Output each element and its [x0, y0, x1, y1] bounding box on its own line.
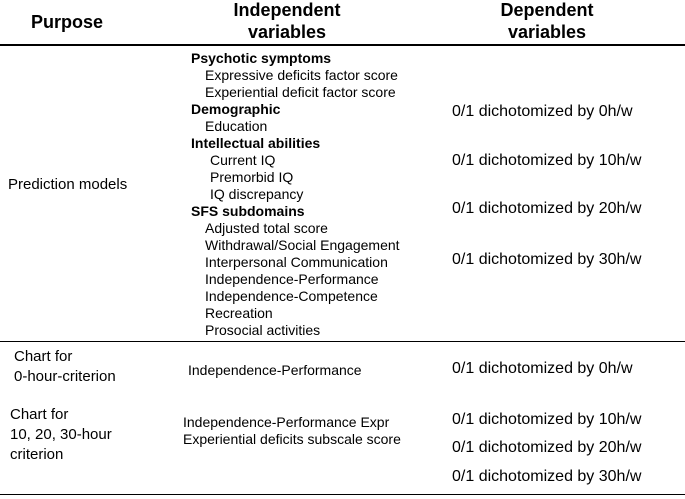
bottom-rule: [0, 494, 685, 495]
variable-item: Premorbid IQ: [210, 169, 294, 185]
variable-item: Experiential deficits subscale score: [183, 431, 401, 447]
dependent-text: 0/1 dichotomized by 0h/w: [452, 103, 633, 120]
dependent-text: 0/1 dichotomized by 0h/w: [452, 360, 633, 377]
purpose-text: 0-hour-criterion: [14, 368, 116, 385]
variable-item: IQ discrepancy: [210, 186, 304, 202]
variable-item: Interpersonal Communication: [205, 254, 388, 270]
group-heading: Psychotic symptoms: [191, 50, 332, 66]
dependent-text: 0/1 dichotomized by 10h/w: [452, 411, 642, 428]
row-rule: [0, 341, 685, 342]
variable-item: Expressive deficits factor score: [205, 67, 398, 83]
variable-item: Recreation: [205, 305, 273, 321]
dependent-text: 0/1 dichotomized by 30h/w: [452, 468, 642, 485]
variable-item: Independence-Performance: [188, 362, 362, 378]
header-cell: Purpose: [30, 12, 104, 32]
group-heading: Intellectual abilities: [191, 135, 321, 151]
header-cell: variables: [247, 22, 327, 42]
dependent-text: 0/1 dichotomized by 20h/w: [452, 439, 642, 456]
dependent-text: 0/1 dichotomized by 10h/w: [452, 152, 642, 169]
header-cell: Dependent: [500, 0, 594, 20]
purpose-text: criterion: [10, 446, 64, 463]
header-cell: Independent: [233, 0, 341, 20]
dependent-text: 0/1 dichotomized by 30h/w: [452, 251, 642, 268]
purpose-text: 10, 20, 30-hour: [10, 426, 112, 443]
variable-item: Education: [205, 118, 268, 134]
variable-item: Current IQ: [210, 152, 276, 168]
header-cell: variables: [507, 22, 587, 42]
variable-item: Experiential deficit factor score: [205, 84, 396, 100]
purpose-text: Chart for: [14, 348, 73, 365]
variable-item: Adjusted total score: [205, 220, 328, 236]
variable-item: Prosocial activities: [205, 322, 321, 338]
variable-item: Independence-Performance Expr: [183, 414, 390, 430]
group-heading: SFS subdomains: [191, 203, 305, 219]
purpose-text: Prediction models: [8, 176, 128, 193]
variable-item: Independence-Competence: [205, 288, 378, 304]
dependent-text: 0/1 dichotomized by 20h/w: [452, 200, 642, 217]
variable-item: Independence-Performance: [205, 271, 379, 287]
purpose-text: Chart for: [10, 406, 69, 423]
header-rule: [0, 44, 685, 46]
group-heading: Demographic: [191, 101, 281, 117]
variable-item: Withdrawal/Social Engagement: [205, 237, 400, 253]
